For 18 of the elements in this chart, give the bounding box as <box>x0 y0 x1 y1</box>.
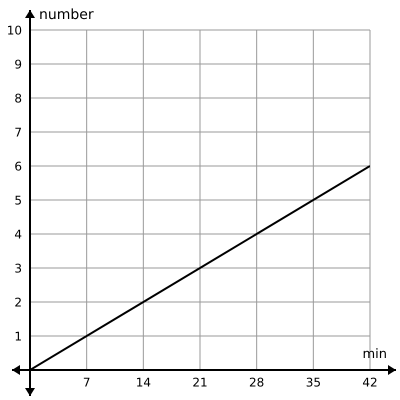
y-tick-label: 9 <box>14 57 22 72</box>
x-tick-label: 28 <box>249 376 264 390</box>
y-tick-label: 10 <box>6 23 22 38</box>
y-tick-label: 1 <box>14 329 22 344</box>
y-tick-label: 2 <box>14 295 22 310</box>
y-tick-label: 5 <box>14 193 22 208</box>
y-tick-label: 7 <box>14 125 22 140</box>
x-tick-label: 42 <box>362 376 378 390</box>
y-axis-title: number <box>39 7 94 23</box>
x-tick-label: 14 <box>136 376 151 390</box>
y-tick-label: 3 <box>14 261 22 276</box>
x-tick-label: 21 <box>192 376 208 390</box>
x-axis-title: min <box>362 347 387 362</box>
y-tick-label: 6 <box>14 159 22 174</box>
x-tick-label: 7 <box>82 376 90 390</box>
y-tick-label: 8 <box>14 91 22 106</box>
x-tick-label: 35 <box>306 376 321 390</box>
y-tick-label: 4 <box>14 227 22 242</box>
